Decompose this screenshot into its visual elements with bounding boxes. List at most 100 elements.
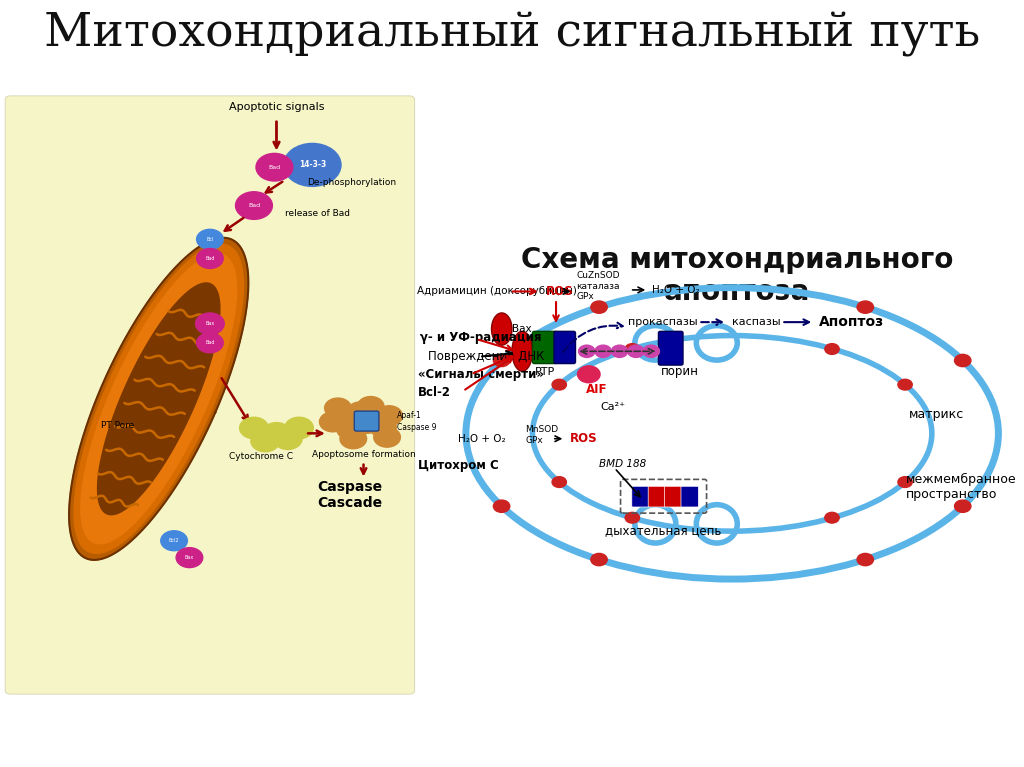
FancyBboxPatch shape [681, 486, 698, 507]
Circle shape [236, 192, 272, 219]
Text: Bax: Bax [184, 555, 195, 560]
Circle shape [196, 313, 224, 334]
Text: Bad: Bad [205, 341, 215, 345]
Circle shape [591, 554, 607, 566]
Circle shape [611, 345, 628, 357]
Circle shape [251, 430, 280, 452]
Circle shape [337, 420, 364, 439]
Circle shape [898, 477, 912, 488]
FancyBboxPatch shape [554, 331, 575, 364]
Text: Ca²⁺: Ca²⁺ [600, 401, 625, 412]
Circle shape [370, 417, 396, 437]
Circle shape [374, 427, 400, 447]
Circle shape [494, 354, 510, 367]
Circle shape [628, 345, 644, 357]
Circle shape [262, 423, 291, 444]
Circle shape [197, 249, 223, 268]
Text: Bad: Bad [248, 203, 260, 208]
Text: 14-3-3: 14-3-3 [299, 160, 326, 170]
Circle shape [552, 477, 566, 488]
Polygon shape [97, 283, 220, 515]
Circle shape [330, 408, 356, 428]
Polygon shape [81, 254, 237, 544]
Text: межмембранное
пространство: межмембранное пространство [906, 473, 1017, 501]
Circle shape [857, 301, 873, 313]
Text: Bad: Bad [268, 165, 281, 170]
Circle shape [161, 531, 187, 551]
Circle shape [954, 354, 971, 367]
Circle shape [197, 333, 223, 353]
FancyBboxPatch shape [658, 331, 683, 365]
FancyBboxPatch shape [532, 331, 557, 364]
Text: Apaf-1: Apaf-1 [397, 411, 422, 420]
Circle shape [591, 301, 607, 313]
Circle shape [595, 345, 611, 357]
Circle shape [898, 380, 912, 390]
Text: H₂O + O₂: H₂O + O₂ [458, 434, 506, 445]
Circle shape [353, 413, 380, 433]
Circle shape [625, 344, 639, 354]
Text: CuZnSOD
каталаза
GPx: CuZnSOD каталаза GPx [577, 272, 620, 301]
Circle shape [347, 402, 374, 422]
FancyBboxPatch shape [665, 486, 682, 507]
Circle shape [176, 548, 203, 568]
Text: каспазы: каспазы [732, 317, 780, 328]
Text: γ- и УФ-радиация: γ- и УФ-радиация [420, 331, 542, 344]
Text: ROS: ROS [546, 285, 573, 298]
Circle shape [364, 406, 390, 426]
Text: PTP: PTP [535, 367, 555, 377]
FancyBboxPatch shape [648, 486, 666, 507]
Text: De-phosphorylation: De-phosphorylation [307, 178, 396, 187]
Circle shape [825, 512, 840, 523]
Text: дыхательная цепь: дыхательная цепь [605, 525, 722, 537]
Text: Адриамицин (доксорубицин): Адриамицин (доксорубицин) [417, 286, 577, 297]
Circle shape [357, 397, 384, 416]
Circle shape [857, 554, 873, 566]
Circle shape [579, 345, 595, 357]
Text: Bcl2: Bcl2 [169, 538, 179, 543]
Text: «Сигналы смерти»: «Сигналы смерти» [418, 368, 544, 380]
Circle shape [954, 500, 971, 512]
Circle shape [578, 366, 600, 383]
Text: порин: порин [660, 366, 698, 378]
Text: PT Pore: PT Pore [101, 421, 134, 430]
Circle shape [325, 398, 351, 418]
Text: H₂O + O₂: H₂O + O₂ [652, 285, 700, 295]
Text: release of Bad: release of Bad [285, 209, 349, 218]
Text: Bcl-2: Bcl-2 [418, 387, 451, 399]
Text: Caspase
Cascade: Caspase Cascade [317, 479, 383, 510]
Text: Bad: Bad [205, 256, 215, 261]
Text: Cytochrome C: Cytochrome C [229, 452, 293, 461]
Circle shape [494, 500, 510, 512]
Circle shape [319, 412, 346, 432]
Text: Повреждение ДНК: Повреждение ДНК [428, 351, 545, 363]
Text: матрикс: матрикс [909, 408, 965, 420]
Text: MnSOD
GPx: MnSOD GPx [525, 425, 558, 445]
Text: Bax: Bax [512, 324, 531, 334]
Text: Апоптоз: Апоптоз [819, 315, 885, 329]
Circle shape [643, 345, 659, 357]
Text: Bcl: Bcl [206, 237, 214, 242]
Text: Цитохром С: Цитохром С [418, 459, 499, 472]
Circle shape [256, 153, 293, 181]
Ellipse shape [512, 331, 532, 371]
Text: Схема митохондриального
апоптоза: Схема митохондриального апоптоза [521, 246, 953, 306]
Circle shape [284, 143, 341, 186]
Circle shape [625, 512, 639, 523]
Text: Apoptotic signals: Apoptotic signals [228, 102, 325, 113]
Text: BMD 188: BMD 188 [599, 459, 646, 469]
Circle shape [240, 417, 268, 439]
Circle shape [825, 344, 840, 354]
Ellipse shape [492, 313, 512, 345]
Text: Митохондриальный сигнальный путь: Митохондриальный сигнальный путь [44, 12, 980, 58]
FancyBboxPatch shape [354, 411, 379, 431]
Text: AIF: AIF [586, 384, 607, 396]
FancyBboxPatch shape [5, 96, 415, 694]
Circle shape [285, 417, 313, 439]
Polygon shape [74, 244, 244, 554]
Circle shape [376, 406, 402, 426]
Text: Apoptosome formation: Apoptosome formation [311, 449, 416, 459]
Text: прокаспазы: прокаспазы [628, 317, 697, 328]
Text: Bax: Bax [205, 321, 215, 326]
Text: ROS: ROS [570, 433, 598, 445]
